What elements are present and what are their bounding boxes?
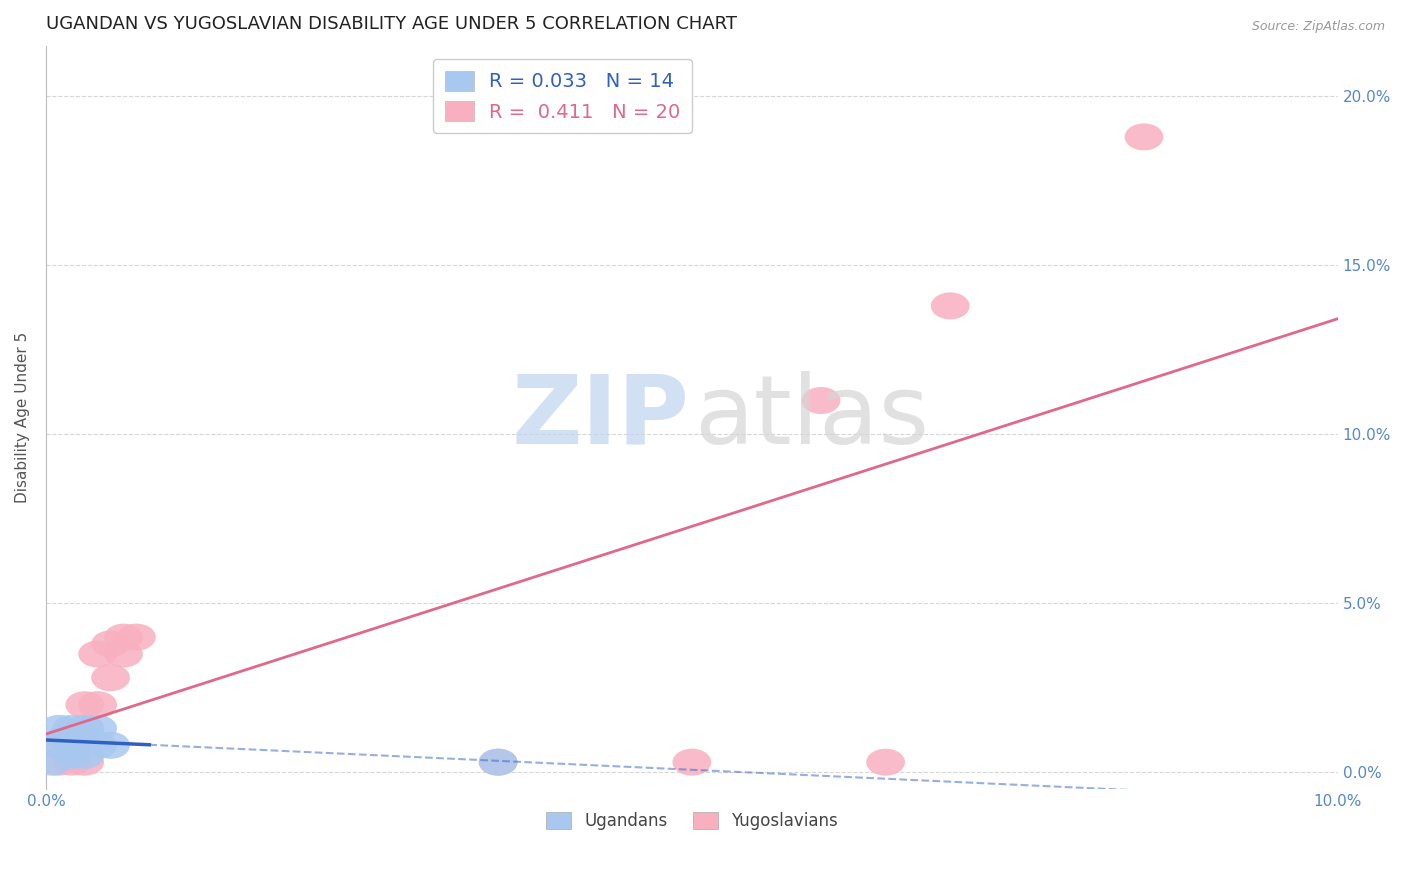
- Ellipse shape: [52, 731, 91, 759]
- Ellipse shape: [39, 731, 79, 759]
- Ellipse shape: [931, 293, 970, 319]
- Ellipse shape: [65, 691, 104, 718]
- Text: Source: ZipAtlas.com: Source: ZipAtlas.com: [1251, 20, 1385, 33]
- Y-axis label: Disability Age Under 5: Disability Age Under 5: [15, 332, 30, 503]
- Text: UGANDAN VS YUGOSLAVIAN DISABILITY AGE UNDER 5 CORRELATION CHART: UGANDAN VS YUGOSLAVIAN DISABILITY AGE UN…: [46, 15, 737, 33]
- Ellipse shape: [34, 748, 72, 776]
- Ellipse shape: [65, 742, 104, 769]
- Ellipse shape: [39, 748, 79, 776]
- Ellipse shape: [478, 748, 517, 776]
- Ellipse shape: [46, 725, 84, 752]
- Ellipse shape: [52, 742, 91, 769]
- Ellipse shape: [52, 748, 91, 776]
- Ellipse shape: [104, 640, 143, 667]
- Ellipse shape: [79, 714, 117, 742]
- Ellipse shape: [91, 731, 129, 759]
- Ellipse shape: [801, 387, 841, 414]
- Text: atlas: atlas: [695, 371, 929, 464]
- Ellipse shape: [1125, 123, 1163, 151]
- Ellipse shape: [104, 624, 143, 650]
- Ellipse shape: [79, 640, 117, 667]
- Ellipse shape: [65, 748, 104, 776]
- Ellipse shape: [39, 714, 79, 742]
- Ellipse shape: [52, 714, 91, 742]
- Ellipse shape: [79, 691, 117, 718]
- Ellipse shape: [79, 731, 117, 759]
- Ellipse shape: [65, 714, 104, 742]
- Ellipse shape: [91, 631, 129, 657]
- Ellipse shape: [478, 748, 517, 776]
- Ellipse shape: [866, 748, 905, 776]
- Ellipse shape: [117, 624, 156, 650]
- Ellipse shape: [65, 714, 104, 742]
- Ellipse shape: [39, 731, 79, 759]
- Ellipse shape: [91, 665, 129, 691]
- Ellipse shape: [65, 725, 104, 752]
- Ellipse shape: [672, 748, 711, 776]
- Legend: Ugandans, Yugoslavians: Ugandans, Yugoslavians: [540, 805, 845, 837]
- Ellipse shape: [59, 725, 97, 752]
- Text: ZIP: ZIP: [512, 371, 689, 464]
